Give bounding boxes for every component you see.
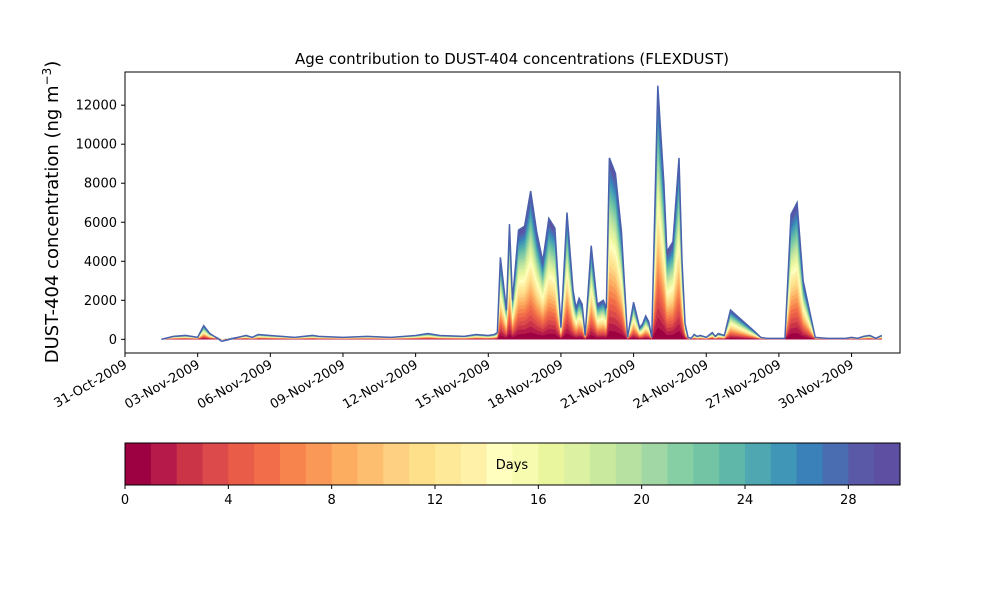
y-tick-label: 0 — [109, 333, 117, 348]
y-tick-label: 8000 — [84, 177, 117, 192]
colorbar-cell — [125, 443, 152, 485]
plot-area — [124, 71, 901, 354]
x-tick-label: 24-Nov-2009 — [631, 357, 711, 412]
x-tick-label: 21-Nov-2009 — [558, 357, 638, 412]
x-tick-label: 15-Nov-2009 — [413, 357, 493, 412]
colorbar-cell — [460, 443, 488, 485]
colorbar-cell — [745, 443, 772, 485]
colorbar-cell — [693, 443, 720, 485]
colorbar-ticks: 0 4 8 12 16 20 24 28 — [121, 485, 857, 508]
colorbar-tick-label: 28 — [840, 493, 857, 508]
chart-title: Age contribution to DUST-404 concentrati… — [295, 50, 729, 68]
colorbar-cell — [331, 443, 359, 485]
y-tick-label: 2000 — [84, 294, 117, 309]
colorbar-cell — [357, 443, 384, 485]
x-tick-label: 06-Nov-2009 — [195, 357, 275, 412]
colorbar-tick-label: 12 — [427, 493, 444, 508]
colorbar-cell — [874, 443, 901, 485]
colorbar-cell — [176, 443, 204, 485]
colorbar-tick-label: 8 — [328, 493, 336, 508]
colorbar-cell — [796, 443, 824, 485]
x-tick-label: 12-Nov-2009 — [340, 357, 420, 412]
y-axis: 0 2000 4000 6000 8000 10000 12000 — [76, 99, 125, 348]
colorbar-cell — [228, 443, 255, 485]
colorbar-cell — [383, 443, 410, 485]
colorbar-cell — [538, 443, 565, 485]
colorbar-cell — [641, 443, 669, 485]
colorbar-frame — [124, 442, 901, 486]
colorbar-cell — [590, 443, 617, 485]
colorbar-cell — [848, 443, 875, 485]
colorbar-cell — [435, 443, 462, 485]
colorbar-cell — [564, 443, 591, 485]
colorbar-cell — [822, 443, 849, 485]
y-tick-label: 6000 — [84, 216, 117, 231]
y-tick-label: 12000 — [76, 99, 117, 114]
x-tick-label: 30-Nov-2009 — [776, 357, 856, 412]
age-band-0 — [161, 327, 882, 340]
colorbar-cell — [667, 443, 694, 485]
colorbar-cell — [512, 443, 539, 485]
colorbar-cell — [486, 443, 514, 485]
colorbar-tick-label: 4 — [224, 493, 232, 508]
colorbar-cell — [719, 443, 746, 485]
colorbar-cells — [125, 443, 901, 485]
colorbar-tick-label: 16 — [530, 493, 547, 508]
total-concentration-line — [161, 85, 883, 343]
colorbar-cell — [770, 443, 798, 485]
colorbar-cell — [254, 443, 281, 485]
x-tick-label: 27-Nov-2009 — [704, 357, 784, 412]
colorbar-label: Days — [496, 458, 529, 473]
x-tick-label: 31-Oct-2009 — [52, 357, 130, 411]
x-tick-label: 18-Nov-2009 — [486, 357, 566, 412]
plot-frame — [124, 71, 901, 354]
colorbar-cell — [280, 443, 307, 485]
x-axis: 31-Oct-200903-Nov-200906-Nov-200909-Nov-… — [52, 353, 857, 412]
colorbar-cell — [150, 443, 178, 485]
y-axis-label: DUST-404 concentration (ng m−3) — [40, 61, 63, 364]
colorbar-tick-label: 20 — [633, 493, 650, 508]
colorbar-cell — [409, 443, 436, 485]
colorbar-cell — [202, 443, 229, 485]
x-tick-label: 09-Nov-2009 — [268, 357, 348, 412]
colorbar-tick-label: 0 — [121, 493, 129, 508]
colorbar-tick-label: 24 — [737, 493, 754, 508]
age-bands — [161, 85, 882, 340]
y-tick-label: 4000 — [84, 255, 117, 270]
colorbar: Days 0 4 8 12 16 20 24 28 — [121, 442, 901, 508]
colorbar-cell — [615, 443, 643, 485]
x-tick-label: 03-Nov-2009 — [122, 357, 202, 412]
y-tick-label: 10000 — [76, 138, 117, 153]
colorbar-cell — [305, 443, 333, 485]
